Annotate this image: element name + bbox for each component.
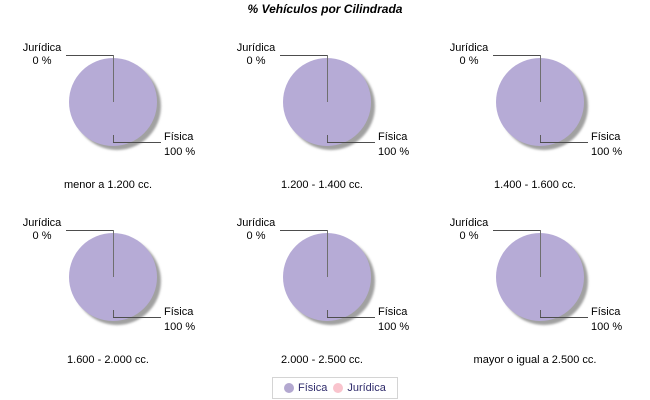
juridica-label: Jurídica [22, 42, 62, 54]
leader-line-fisica [113, 142, 161, 143]
pie-cell: Jurídica 0 % Física 100 % 1.400 - 1.600 cc. [427, 35, 643, 197]
fisica-label: Física [591, 306, 621, 318]
fisica-label: Física [378, 306, 408, 318]
fisica-percent: 100 % [164, 146, 196, 158]
leader-line-juridica [493, 230, 540, 231]
juridica-label: Jurídica [236, 217, 276, 229]
pie-cell: Jurídica 0 % Física 100 % 1.600 - 2.000 cc. [0, 210, 216, 372]
juridica-slice-label: Jurídica 0 % [12, 217, 72, 243]
slice-boundary-line [540, 230, 541, 277]
fisica-percent: 100 % [591, 321, 623, 333]
leader-line-fisica [327, 317, 375, 318]
juridica-percent: 0 % [32, 55, 52, 67]
fisica-percent: 100 % [378, 321, 410, 333]
fisica-label: Física [591, 131, 621, 143]
leader-tick-fisica [540, 135, 541, 143]
legend-label: Jurídica [347, 382, 386, 394]
fisica-percent: 100 % [164, 321, 196, 333]
pie-caption: 1.400 - 1.600 cc. [494, 179, 576, 191]
leader-line-fisica [113, 317, 161, 318]
juridica-slice-label: Jurídica 0 % [12, 42, 72, 68]
pie-caption: mayor o igual a 2.500 cc. [473, 354, 597, 366]
juridica-label: Jurídica [449, 42, 489, 54]
juridica-label: Jurídica [236, 42, 276, 54]
juridica-slice-label: Jurídica 0 % [226, 217, 286, 243]
leader-line-juridica [280, 230, 327, 231]
pie-caption: 2.000 - 2.500 cc. [281, 354, 363, 366]
leader-line-fisica [327, 142, 375, 143]
pie-caption: 1.200 - 1.400 cc. [281, 179, 363, 191]
fisica-slice-label: Física 100 % [164, 130, 195, 160]
pie-cell: Jurídica 0 % Física 100 % 1.200 - 1.400 cc. [214, 35, 430, 197]
slice-boundary-line [113, 230, 114, 277]
chart-title: % Vehículos por Cilindrada [247, 2, 403, 16]
legend-dot-icon [284, 383, 294, 393]
legend-label: Física [298, 382, 328, 394]
legend-dot-icon [333, 383, 344, 393]
pie-caption: menor a 1.200 cc. [63, 179, 153, 191]
juridica-slice-label: Jurídica 0 % [226, 42, 286, 68]
leader-tick-fisica [327, 310, 328, 318]
slice-boundary-line [327, 55, 328, 102]
juridica-slice-label: Jurídica 0 % [439, 42, 499, 68]
slice-boundary-line [113, 55, 114, 102]
juridica-label: Jurídica [22, 217, 62, 229]
pie-cell: Jurídica 0 % Física 100 % mayor o igual a 2.… [427, 210, 643, 372]
leader-line-fisica [540, 142, 588, 143]
juridica-percent: 0 % [246, 230, 266, 242]
pie-cell: Jurídica 0 % Física 100 % menor a 1.200 cc. [0, 35, 216, 197]
leader-line-fisica [540, 317, 588, 318]
fisica-slice-label: Física 100 % [164, 305, 195, 335]
fisica-percent: 100 % [591, 146, 623, 158]
leader-line-juridica [280, 55, 327, 56]
fisica-label: Física [378, 131, 408, 143]
juridica-label: Jurídica [449, 217, 489, 229]
slice-boundary-line [327, 230, 328, 277]
pie-cell: Jurídica 0 % Física 100 % 2.000 - 2.500 cc. [214, 210, 430, 372]
leader-line-juridica [66, 55, 113, 56]
fisica-label: Física [164, 306, 194, 318]
pie-caption: 1.600 - 2.000 cc. [67, 354, 149, 366]
leader-line-juridica [493, 55, 540, 56]
fisica-percent: 100 % [378, 146, 410, 158]
fisica-slice-label: Física 100 % [378, 130, 409, 160]
fisica-slice-label: Física 100 % [378, 305, 409, 335]
leader-tick-fisica [113, 310, 114, 318]
legend: Física Jurídica [272, 377, 398, 399]
juridica-percent: 0 % [32, 230, 52, 242]
legend-entry: Jurídica [333, 382, 386, 394]
legend-entry: Física [284, 382, 327, 394]
juridica-slice-label: Jurídica 0 % [439, 217, 499, 243]
juridica-percent: 0 % [459, 230, 479, 242]
juridica-percent: 0 % [459, 55, 479, 67]
leader-tick-fisica [113, 135, 114, 143]
fisica-label: Física [164, 131, 194, 143]
leader-line-juridica [66, 230, 113, 231]
leader-tick-fisica [540, 310, 541, 318]
fisica-slice-label: Física 100 % [591, 305, 622, 335]
juridica-percent: 0 % [246, 55, 266, 67]
fisica-slice-label: Física 100 % [591, 130, 622, 160]
slice-boundary-line [540, 55, 541, 102]
leader-tick-fisica [327, 135, 328, 143]
